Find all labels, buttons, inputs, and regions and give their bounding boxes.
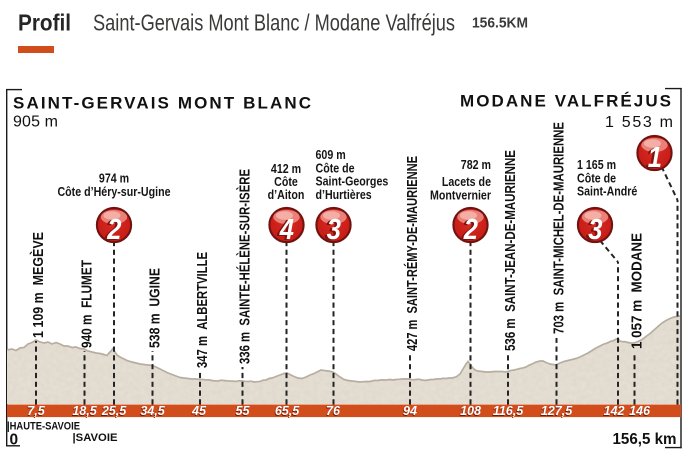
svg-text:45: 45 <box>190 405 206 419</box>
svg-text:MODANE VALFRÉJUS: MODANE VALFRÉJUS <box>460 92 671 111</box>
svg-text:76: 76 <box>326 404 341 418</box>
svg-text:25,5: 25,5 <box>100 405 126 419</box>
svg-text:782 m: 782 m <box>461 157 491 172</box>
svg-text:2: 2 <box>106 212 121 245</box>
svg-text:65,5: 65,5 <box>274 405 299 419</box>
svg-text:940 m FLUMET: 940 m FLUMET <box>79 260 96 348</box>
svg-text:Montvernier: Montvernier <box>430 187 491 202</box>
svg-text:7,5: 7,5 <box>27 404 45 418</box>
svg-text:94: 94 <box>402 405 416 419</box>
svg-text:412 m: 412 m <box>271 161 301 176</box>
svg-text:1 057 m MODANE: 1 057 m MODANE <box>629 233 646 349</box>
svg-text:1: 1 <box>645 141 659 174</box>
svg-text:905 m: 905 m <box>13 114 58 131</box>
svg-text:108: 108 <box>460 404 481 418</box>
svg-text:3: 3 <box>324 213 338 246</box>
svg-text:1 109 m MEGÈVE: 1 109 m MEGÈVE <box>30 232 47 338</box>
svg-text:Saint-André: Saint-André <box>577 184 638 199</box>
svg-text:336 m SAINTE-HÉLÈNE-SUR-ISÈRE: 336 m SAINTE-HÉLÈNE-SUR-ISÈRE <box>237 169 254 364</box>
svg-text:538 m UGINE: 538 m UGINE <box>147 268 164 348</box>
svg-text:1 553 m: 1 553 m <box>605 114 673 131</box>
svg-text:116,5: 116,5 <box>493 404 524 418</box>
svg-text:94: 94 <box>403 404 417 418</box>
svg-text:142: 142 <box>604 404 625 418</box>
svg-text:347 m ALBERTVILLE: 347 m ALBERTVILLE <box>194 252 211 368</box>
svg-text:127,5: 127,5 <box>540 405 572 419</box>
svg-text:|HAUTE-SAVOIE: |HAUTE-SAVOIE <box>7 421 80 433</box>
svg-text:4: 4 <box>279 212 294 245</box>
svg-text:146: 146 <box>629 404 651 418</box>
svg-text:1 165 m: 1 165 m <box>577 157 616 172</box>
svg-text:d’Hurtières: d’Hurtières <box>316 187 373 202</box>
svg-text:974 m: 974 m <box>99 170 129 185</box>
svg-text:Saint-Gervais Mont Blanc / Mod: Saint-Gervais Mont Blanc / Modane Valfré… <box>93 10 455 36</box>
svg-text:76: 76 <box>325 405 340 419</box>
svg-text:SAINT-GERVAIS MONT BLANC: SAINT-GERVAIS MONT BLANC <box>13 94 311 113</box>
svg-text:34,5: 34,5 <box>140 405 165 419</box>
svg-text:Lacets de: Lacets de <box>442 174 491 189</box>
svg-text:65,5: 65,5 <box>275 404 300 418</box>
svg-text:146: 146 <box>628 405 650 419</box>
svg-text:55: 55 <box>235 405 250 419</box>
svg-text:4: 4 <box>276 213 291 246</box>
svg-text:536 m SAINT-JEAN-DE-MAURIENNE: 536 m SAINT-JEAN-DE-MAURIENNE <box>502 150 519 351</box>
svg-text:142: 142 <box>603 405 624 419</box>
svg-text:18,5: 18,5 <box>72 405 97 419</box>
svg-text:|SAVOIE: |SAVOIE <box>73 432 118 444</box>
svg-text:Côte de: Côte de <box>577 170 616 185</box>
svg-text:1: 1 <box>648 140 662 173</box>
svg-text:2: 2 <box>104 213 119 246</box>
svg-text:Côte: Côte <box>274 174 298 189</box>
svg-text:0: 0 <box>10 432 19 449</box>
svg-text:45: 45 <box>191 404 207 418</box>
svg-text:7,5: 7,5 <box>27 405 45 419</box>
svg-text:116,5: 116,5 <box>492 405 523 419</box>
svg-text:Saint-Georges: Saint-Georges <box>316 174 389 189</box>
svg-text:156,5 km: 156,5 km <box>613 431 677 448</box>
svg-text:609 m: 609 m <box>316 147 346 162</box>
svg-text:55: 55 <box>236 404 251 418</box>
svg-text:156.5KM: 156.5KM <box>472 16 528 32</box>
svg-text:3: 3 <box>327 212 341 245</box>
svg-text:d’Aiton: d’Aiton <box>268 187 305 202</box>
svg-text:25,5: 25,5 <box>101 404 127 418</box>
svg-text:Profil: Profil <box>18 10 71 36</box>
svg-text:34,5: 34,5 <box>140 404 165 418</box>
svg-text:2: 2 <box>460 213 475 246</box>
svg-text:Côte de: Côte de <box>316 160 355 175</box>
svg-text:127,5: 127,5 <box>541 404 573 418</box>
svg-text:3: 3 <box>586 213 600 246</box>
svg-text:108: 108 <box>459 405 480 419</box>
svg-text:3: 3 <box>588 212 602 245</box>
svg-text:Côte d’Héry-sur-Ugine: Côte d’Héry-sur-Ugine <box>57 184 170 199</box>
svg-text:2: 2 <box>463 212 478 245</box>
svg-text:18,5: 18,5 <box>72 404 97 418</box>
svg-text:427 m SAINT-RÉMY-DE-MAURIENNE: 427 m SAINT-RÉMY-DE-MAURIENNE <box>404 156 421 351</box>
svg-text:703 m SAINT-MICHEL-DE-MAURIEN: 703 m SAINT-MICHEL-DE-MAURIENNE <box>551 122 568 334</box>
